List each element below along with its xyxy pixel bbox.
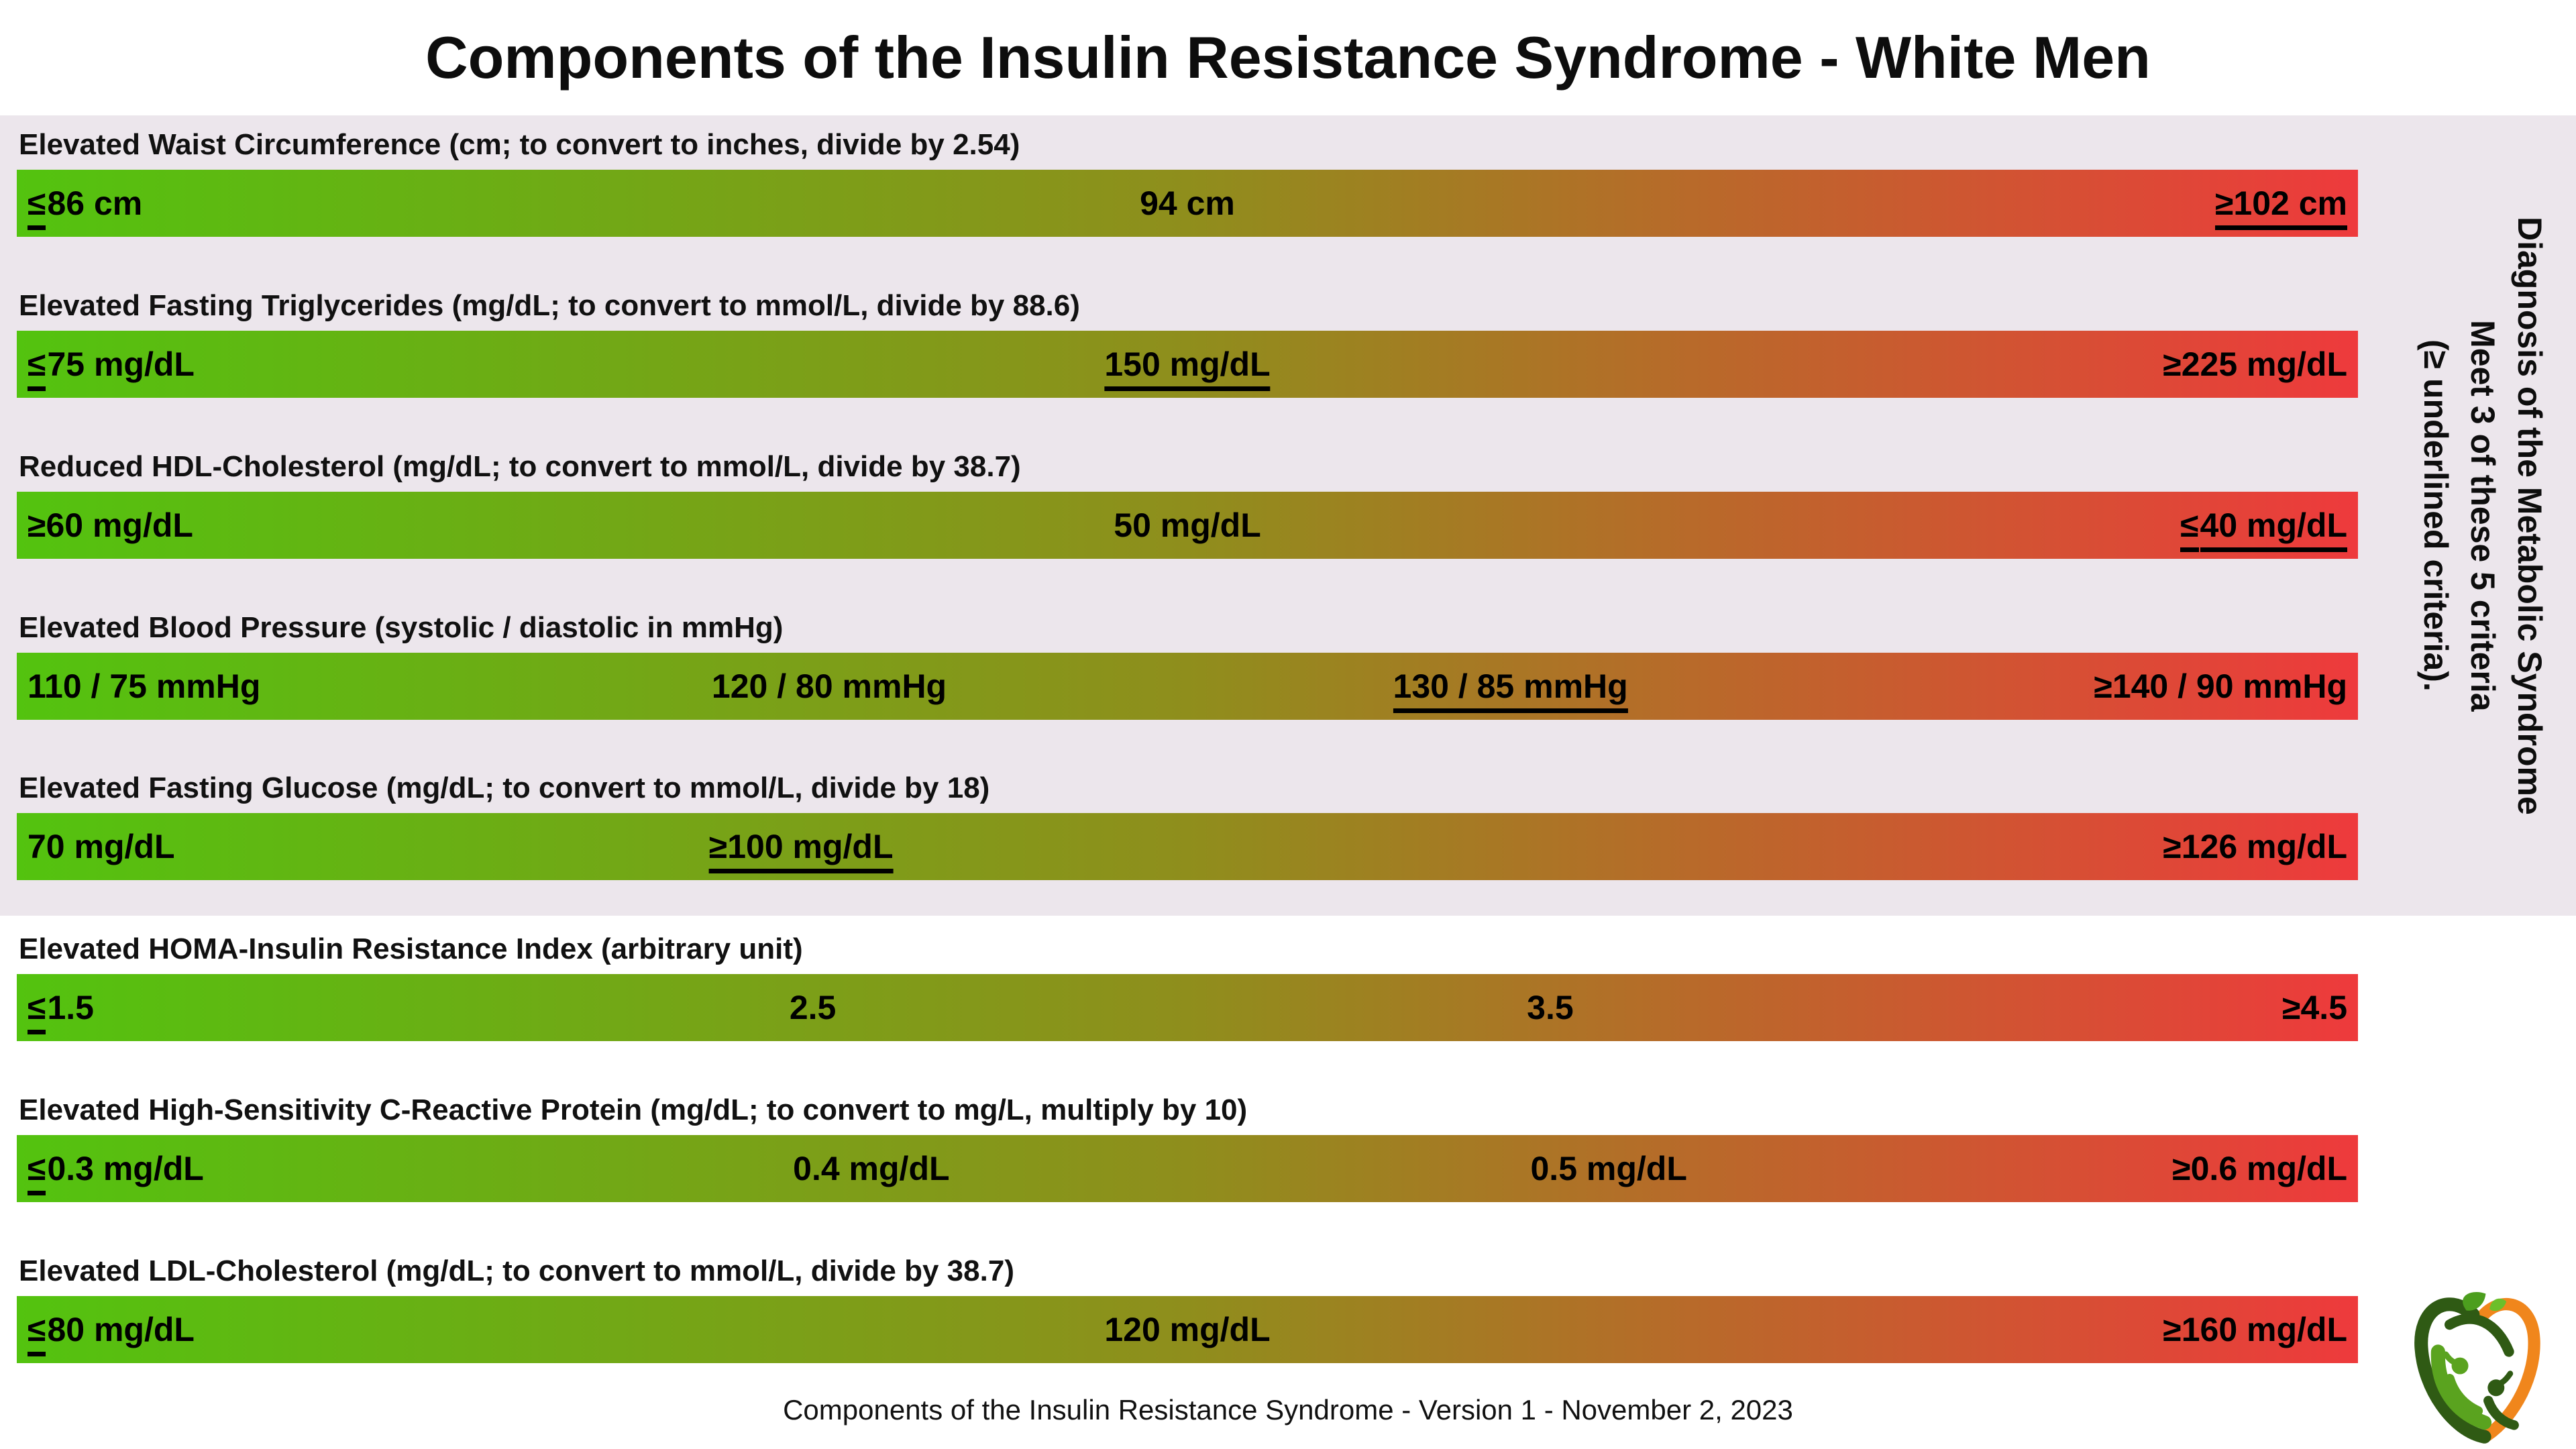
- gradient-scale-bar: 70 mg/dL ≥100 mg/dL ≥126 mg/dL: [17, 813, 2358, 880]
- section-title: Elevated High-Sensitivity C-Reactive Pro…: [19, 1093, 1248, 1126]
- scale-value: ≥225 mg/dL: [2163, 345, 2347, 383]
- scale-value: 50 mg/dL: [1114, 506, 1261, 544]
- scale-value: ≤1.5: [28, 988, 94, 1034]
- less-equal-glyph: ≤: [28, 184, 46, 230]
- section-title: Elevated Blood Pressure (systolic / dias…: [19, 611, 784, 644]
- scale-value: ≤80 mg/dL: [28, 1310, 195, 1356]
- apple-people-logo-icon: [2414, 1291, 2540, 1444]
- scale-value: 150 mg/dL: [1104, 345, 1271, 391]
- page-title: Components of the Insulin Resistance Syn…: [425, 24, 2151, 91]
- scale-value: 0.5 mg/dL: [1530, 1150, 1687, 1187]
- gradient-scale-bar: ≤1.5 2.5 3.5 ≥4.5: [17, 974, 2358, 1041]
- scale-value: 94 cm: [1140, 184, 1235, 222]
- section-title: Elevated HOMA-Insulin Resistance Index (…: [19, 932, 803, 965]
- title-band: Components of the Insulin Resistance Syn…: [0, 0, 2576, 115]
- gradient-scale-bar: ≥60 mg/dL 50 mg/dL ≤40 mg/dL: [17, 492, 2358, 559]
- side-note-line-2: Meet 3 of these 5 criteria: [2464, 319, 2502, 712]
- diagnosis-side-note: Diagnosis of the Metabolic Syndrome Meet…: [2379, 115, 2553, 916]
- scale-value: ≥100 mg/dL: [708, 827, 894, 873]
- scale-value: ≥102 cm: [2214, 184, 2347, 230]
- scale-value: 2.5: [789, 989, 837, 1026]
- less-equal-glyph: ≤: [28, 989, 46, 1034]
- section-title: Elevated LDL-Cholesterol (mg/dL; to conv…: [19, 1254, 1014, 1287]
- scale-value: ≥60 mg/dL: [28, 506, 193, 544]
- scale-value: ≥126 mg/dL: [2163, 828, 2347, 865]
- section-title: Reduced HDL-Cholesterol (mg/dL; to conve…: [19, 450, 1021, 483]
- less-equal-glyph: ≤: [28, 1311, 46, 1356]
- section-title: Elevated Fasting Triglycerides (mg/dL; t…: [19, 289, 1080, 322]
- scale-value: 130 / 85 mmHg: [1393, 667, 1628, 713]
- gradient-scale-bar: ≤86 cm 94 cm ≥102 cm: [17, 170, 2358, 237]
- scale-value: ≤86 cm: [28, 184, 142, 230]
- section-title: Elevated Fasting Glucose (mg/dL; to conv…: [19, 771, 990, 804]
- less-equal-glyph: ≤: [28, 345, 46, 391]
- scale-value: ≥140 / 90 mmHg: [2094, 667, 2347, 705]
- scale-value: ≥0.6 mg/dL: [2172, 1150, 2347, 1187]
- scale-value: ≤40 mg/dL: [2180, 506, 2347, 552]
- less-equal-glyph: ≤: [2180, 506, 2199, 552]
- side-note-line-1: Diagnosis of the Metabolic Syndrome: [2511, 216, 2548, 815]
- footer-caption: Components of the Insulin Resistance Syn…: [783, 1394, 1793, 1426]
- scale-value: 120 / 80 mmHg: [711, 667, 947, 705]
- side-note-line-3: (≥ underlined criteria).: [2417, 339, 2455, 692]
- scale-value: ≥160 mg/dL: [2163, 1311, 2347, 1348]
- scale-value: 0.4 mg/dL: [793, 1150, 950, 1187]
- gradient-scale-bar: ≤80 mg/dL 120 mg/dL ≥160 mg/dL: [17, 1296, 2358, 1363]
- scale-value: 3.5: [1527, 989, 1574, 1026]
- scale-value: 120 mg/dL: [1104, 1311, 1271, 1348]
- scale-value: 110 / 75 mmHg: [28, 667, 261, 705]
- gradient-scale-bar: 110 / 75 mmHg 120 / 80 mmHg 130 / 85 mmHg ≥…: [17, 653, 2358, 720]
- scale-value: 70 mg/dL: [28, 828, 175, 865]
- less-equal-glyph: ≤: [28, 1150, 46, 1195]
- scale-value: ≥4.5: [2282, 989, 2347, 1026]
- scale-value: ≤0.3 mg/dL: [28, 1149, 204, 1195]
- gradient-scale-bar: ≤75 mg/dL 150 mg/dL ≥225 mg/dL: [17, 331, 2358, 398]
- section-title: Elevated Waist Circumference (cm; to con…: [19, 128, 1020, 161]
- gradient-scale-bar: ≤0.3 mg/dL 0.4 mg/dL 0.5 mg/dL ≥0.6 mg/dL: [17, 1135, 2358, 1202]
- scale-value: ≤75 mg/dL: [28, 345, 195, 391]
